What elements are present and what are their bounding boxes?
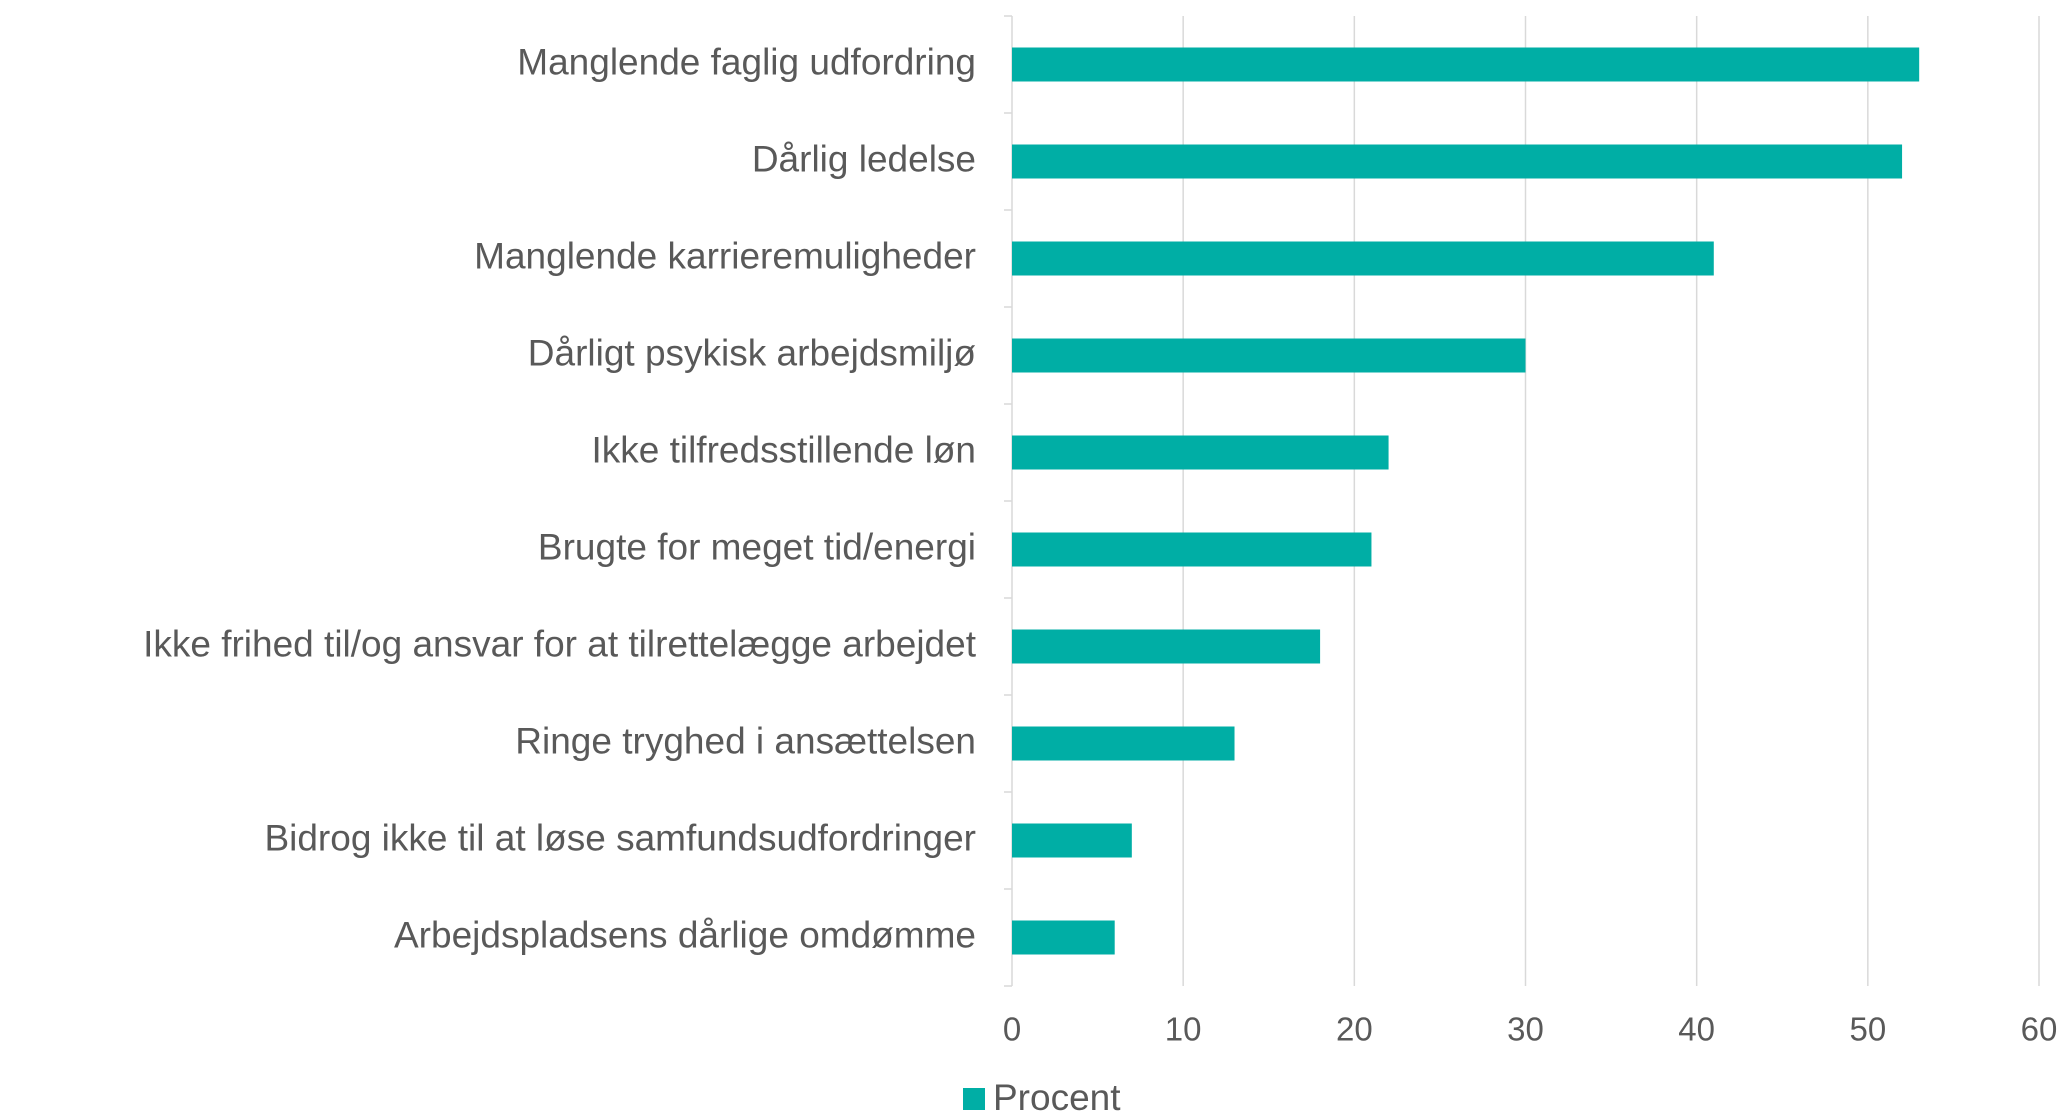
y-tick-label: Ikke frihed til/og ansvar for at tilrett… bbox=[143, 623, 977, 664]
bar bbox=[1012, 726, 1235, 761]
bar bbox=[1012, 532, 1372, 567]
y-tick-label: Ringe tryghed i ansættelsen bbox=[515, 720, 976, 761]
y-tick-label: Bidrog ikke til at løse samfundsudfordri… bbox=[264, 817, 976, 858]
y-tick-label: Arbejdspladsens dårlige omdømme bbox=[394, 914, 976, 955]
y-tick-label: Dårligt psykisk arbejdsmiljø bbox=[528, 332, 976, 373]
x-tick-label: 60 bbox=[2021, 1011, 2058, 1048]
legend-swatch bbox=[963, 1088, 985, 1110]
y-tick-label: Manglende faglig udfordring bbox=[517, 41, 976, 82]
y-tick-label: Brugte for meget tid/energi bbox=[538, 526, 976, 567]
bar bbox=[1012, 144, 1903, 179]
y-tick-label: Dårlig ledelse bbox=[752, 138, 976, 179]
x-tick-label: 30 bbox=[1507, 1011, 1544, 1048]
x-tick-label: 20 bbox=[1336, 1011, 1373, 1048]
x-tick-label: 40 bbox=[1678, 1011, 1715, 1048]
bar bbox=[1012, 823, 1132, 858]
bar bbox=[1012, 629, 1321, 664]
y-tick-label: Manglende karrieremuligheder bbox=[474, 235, 976, 276]
bar bbox=[1012, 47, 1920, 82]
x-tick-label: 50 bbox=[1849, 1011, 1886, 1048]
bar bbox=[1012, 241, 1714, 276]
bar bbox=[1012, 338, 1526, 373]
x-tick-label: 10 bbox=[1165, 1011, 1202, 1048]
bar bbox=[1012, 920, 1115, 955]
y-tick-label: Ikke tilfredsstillende løn bbox=[591, 429, 976, 470]
bar bbox=[1012, 435, 1389, 470]
legend-label: Procent bbox=[993, 1077, 1121, 1118]
x-tick-label: 0 bbox=[1003, 1011, 1021, 1048]
